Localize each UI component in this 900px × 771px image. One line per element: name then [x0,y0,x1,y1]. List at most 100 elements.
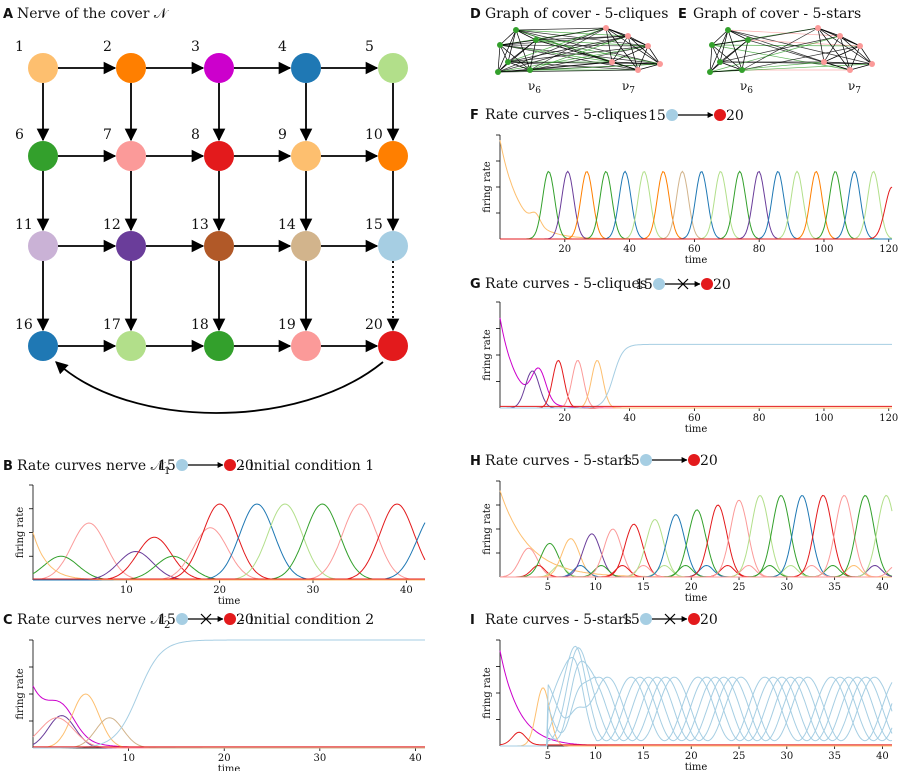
panel-h-curve-2 [500,564,892,578]
panel-d-nu7: ν [622,79,629,93]
panel-f-legend-from-node [666,109,678,121]
panel-d-node [645,43,651,49]
panel-f: F Rate curves - 5-cliques 15 20 20 40 60 80 1… [470,107,898,266]
panel-h-curve-29 [500,494,892,578]
panel-i-curve-8 [500,676,893,747]
panel-e-nu6: ν [740,79,747,93]
panel-h-x-tick-label: 25 [733,582,746,593]
panel-c-title-post: - initial condition 2 [240,612,374,628]
panel-b-title-sub: 1 [164,466,170,477]
panel-d-node [657,61,663,67]
panel-b-legend-to-node [224,459,236,471]
panel-c-x-tick-label: 30 [313,753,326,764]
panel-e-edge [817,27,873,65]
panel-i-letter: I [470,613,475,628]
panel-i-x-tick-label: 30 [780,751,793,762]
panel-c: C Rate curves nerve 𝒩2 15 20 - initial co… [3,612,425,771]
panel-f-curve-19 [500,186,893,240]
panel-b-x-tick-label: 40 [400,585,413,596]
panel-b-x-tick-label: 20 [213,585,226,596]
panel-f-curve-5 [500,170,892,240]
panel-i-curve-7 [500,676,893,747]
panel-d-node [609,59,615,65]
panel-d-node [513,27,519,33]
panel-h-x-tick-label: 5 [545,582,551,593]
panel-h-curve-18 [500,564,892,578]
panel-i-x-tick-label: 35 [828,751,841,762]
nerve-node-label-2: 2 [103,39,112,55]
panel-b-y-axis-label: firing rate [15,507,26,558]
panel-d-edge [637,63,661,71]
panel-e-edge [741,27,819,71]
panel-e-letter: E [678,7,687,22]
panel-i-curve-2 [499,731,892,746]
panel-d-edge [497,39,537,73]
panel-e-edge [839,35,873,65]
panel-g-title: Rate curves - 5-cliques [485,276,647,292]
panel-d-edge [627,35,661,65]
panel-e-title: Graph of cover - 5-stars [693,6,861,22]
panel-e-node [707,69,713,75]
panel-e-edge [709,29,729,73]
panel-b-title: Rate curves nerve 𝒩 [17,458,167,474]
panel-h-x-tick-label: 15 [637,582,650,593]
panel-h-curve-6 [500,564,892,578]
panel-b-legend-from-node [176,459,188,471]
panel-a-title: Nerve of the cover 𝒩 [17,6,170,22]
nerve-node-label-7: 7 [103,127,112,143]
panel-b-edge-legend: 15 20 [158,458,254,474]
panel-c-curve-2 [33,693,425,749]
panel-b-curve-3 [33,536,425,581]
panel-d-edge [637,45,649,71]
panel-e-edge [849,45,861,71]
panel-e-node [717,59,723,65]
panel-h-curve-24 [500,564,892,578]
panel-i-x-axis-label: time [685,762,708,771]
panel-d-edge [529,45,649,71]
panel-g-curve-4 [500,360,892,409]
panel-c-curve-3 [32,717,425,749]
panel-i-curve-4 [500,645,893,747]
nerve-node-label-10: 10 [365,127,383,143]
panel-d-node [603,25,609,31]
panel-g-letter: G [470,277,481,292]
panel-d-node [527,67,533,73]
panel-b-x-axis-label: time [218,596,241,607]
panel-d-edge [499,29,517,46]
nerve-node-18 [204,331,234,361]
panel-d: D Graph of cover - 5-cliques ν6 ν7 [470,6,668,96]
nerve-node-3 [204,53,234,83]
panel-b-legend-to-label: 20 [236,458,254,474]
panel-i-edge-legend: 15 20 [622,612,718,628]
panel-c-curve-1 [32,715,425,749]
panel-h-legend-from-label: 15 [622,453,640,469]
panel-c-legend-from-node [176,613,188,625]
panel-g-x-tick-label: 100 [814,413,833,424]
panel-e-edge [727,29,749,41]
panel-h-x-tick-label: 20 [685,582,698,593]
panel-e-node [745,37,751,43]
panel-d-edge [529,35,629,71]
panel-i-curve-6 [500,660,893,747]
panel-h-curve-20 [500,564,892,578]
panel-c-x-tick-label: 40 [409,753,422,764]
panel-f-curve-13 [500,171,892,240]
panel-d-edge [535,27,607,41]
panel-d-edge [497,44,501,73]
panel-f-curve-9 [500,171,892,240]
nerve-node-10 [378,141,408,171]
panel-i-title: Rate curves - 5-stars [485,612,632,628]
panel-d-node [505,59,511,65]
panel-h-curve-26 [500,564,892,578]
nerve-node-label-20: 20 [365,317,383,333]
panel-i-x-tick-label: 25 [733,751,746,762]
nerve-node-19 [291,331,321,361]
panel-g-curve-1 [500,370,892,409]
nerve-node-label-5: 5 [365,39,374,55]
panel-c-legend-blocked-icon [200,613,212,625]
svg-text:ν6: ν6 [528,79,541,96]
panel-f-curve-18 [500,170,893,240]
